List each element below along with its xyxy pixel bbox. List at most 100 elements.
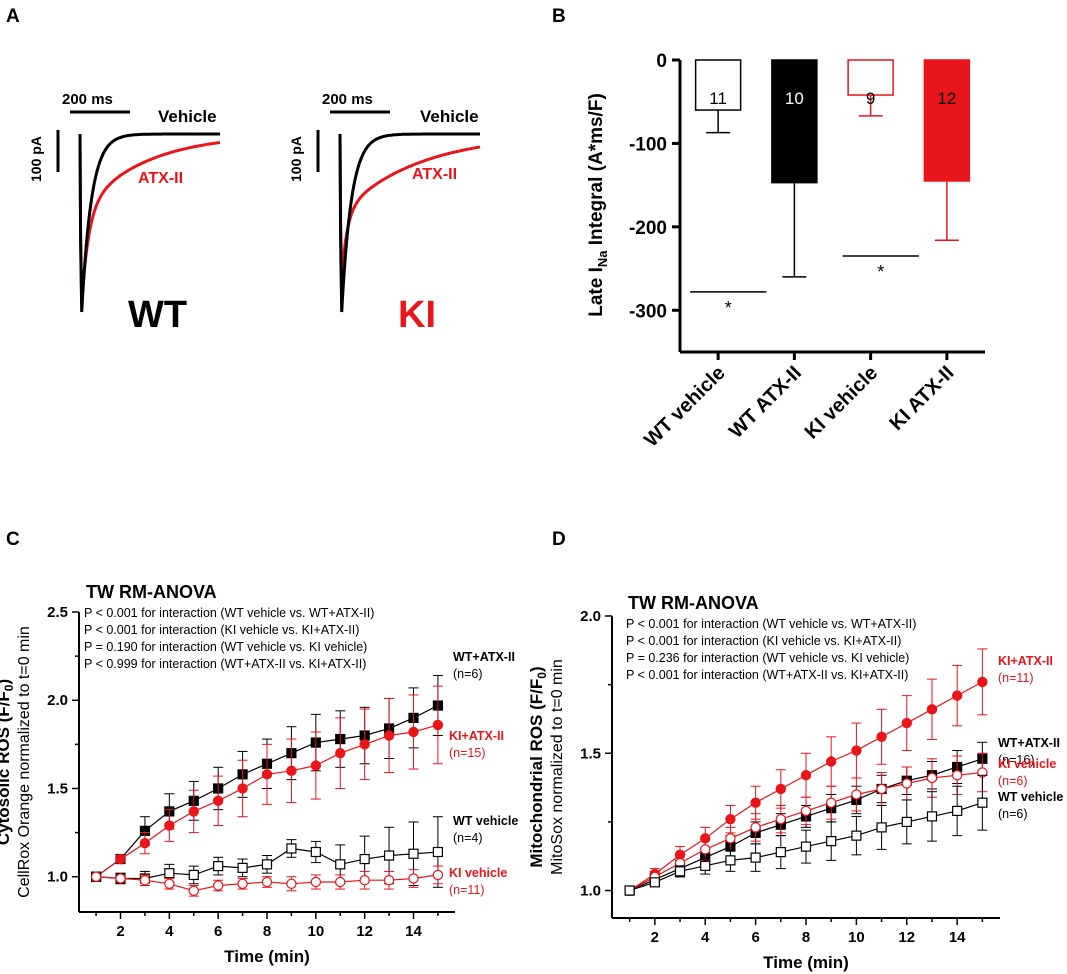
data-point (188, 806, 199, 817)
x-tick-label: 10 (307, 923, 324, 940)
x-tick-label: 4 (701, 929, 710, 946)
x-tick-label: 12 (898, 929, 915, 946)
data-point (851, 789, 862, 800)
y-tick-label: 1.5 (47, 780, 68, 797)
bar (771, 59, 818, 184)
x-tick-label: KI vehicle (801, 362, 883, 444)
data-point (383, 875, 395, 886)
data-point (310, 876, 322, 888)
data-point (825, 797, 837, 808)
data-point (432, 869, 444, 881)
y-axis-label-subscript: 0 (2, 684, 16, 691)
y-tick-label: 2.5 (47, 604, 68, 621)
data-point (800, 841, 812, 852)
legend-n: (n=16) (998, 753, 1034, 767)
bar-chart-y-axis-label: Late INa Integral (A*ms/F) (586, 93, 610, 317)
data-point (725, 855, 736, 866)
x-tick-label: 8 (263, 923, 271, 940)
x-tick-label: 2 (116, 923, 124, 940)
wt-time-scale-label: 200 ms (62, 91, 113, 108)
data-point (750, 852, 761, 863)
x-tick-label: WT vehicle (640, 362, 729, 451)
data-point (977, 797, 988, 808)
legend-n: (n=6) (453, 667, 483, 681)
stats-line: P < 0.001 for interaction (KI vehicle vs… (626, 634, 901, 648)
data-point (139, 837, 151, 849)
y-axis-label-main: Mitochondrial ROS (F/F (527, 679, 546, 868)
panel-d: D 2 4 6 8 10 12 14 1.0 1.5 2.0 Time (min) Mitochond… (527, 529, 1063, 972)
data-point (851, 745, 862, 756)
x-tick-label: 14 (405, 923, 422, 940)
series-wt-atx-ii: WT+ATX-II (n=6) (90, 650, 515, 882)
data-point (876, 783, 887, 795)
y-axis-label-subscript: 0 (535, 672, 549, 679)
data-point (359, 739, 370, 750)
data-point (649, 877, 660, 888)
data-point (335, 876, 346, 888)
data-point (115, 853, 126, 865)
legend-label: WT+ATX-II (998, 736, 1060, 750)
series-ki-vehicle: KI vehicle (n=11) (90, 865, 507, 897)
significance-star: * (877, 262, 884, 282)
panel-a-label: A (6, 6, 20, 27)
series-ki-atx-ii: KI+ATX-II (n=11) (624, 648, 1053, 896)
data-point (286, 765, 297, 777)
data-point (977, 676, 988, 688)
x-tick-label: 4 (165, 923, 174, 940)
data-point (926, 772, 938, 784)
y-tick-label: -100 (629, 134, 667, 155)
data-point (775, 847, 786, 858)
data-point (951, 770, 963, 781)
data-point (725, 833, 736, 844)
bar-n-label: 9 (866, 89, 875, 108)
data-point (310, 760, 322, 771)
legend-n: (n=6) (998, 774, 1028, 788)
data-point (188, 869, 199, 881)
x-tick-label: 10 (848, 929, 865, 946)
data-point (800, 770, 812, 781)
panel-d-label: D (552, 529, 566, 550)
data-point (926, 704, 938, 715)
data-point (261, 859, 273, 870)
legend-n: (n=6) (998, 807, 1028, 821)
stats-title: TW RM-ANOVA (628, 593, 759, 613)
data-point (359, 853, 370, 865)
x-tick-label: 8 (802, 929, 810, 946)
panel-c: C 2 4 6 8 10 12 14 1.0 1.5 2.0 2.5 Time (min) Cytoso… (0, 529, 518, 966)
wt-vehicle-trace (78, 132, 220, 313)
data-point (335, 859, 346, 870)
data-point (213, 861, 224, 872)
y-tick-label: 1.5 (580, 745, 601, 762)
stats-line: P = 0.190 for interaction (WT vehicle vs… (84, 640, 367, 654)
x-tick-label: 12 (356, 923, 373, 940)
x-tick-label: 2 (651, 929, 659, 946)
data-point (951, 690, 963, 701)
data-point (901, 816, 912, 828)
x-tick-label: 6 (751, 929, 759, 946)
y-tick-label: 2.0 (47, 692, 68, 709)
data-point (408, 848, 419, 859)
data-point (775, 783, 787, 795)
series-wt-vehicle: WT vehicle (n=6) (624, 774, 1063, 896)
stats-line: P = 0.236 for interaction (WT vehicle vs… (626, 651, 909, 665)
legend-n: (n=11) (998, 671, 1034, 685)
series-ki-atx-ii: KI+ATX-II (n=15) (90, 685, 504, 882)
stats-line: P < 0.001 for interaction (WT vehicle vs… (84, 606, 374, 620)
data-point (139, 875, 151, 886)
series-wt-atx-ii: WT+ATX-II (n=16) (624, 736, 1060, 896)
ki-time-scale-label: 200 ms (322, 91, 373, 108)
legend-label: KI vehicle (449, 866, 507, 880)
legend-label: WT vehicle (998, 790, 1063, 804)
data-point (826, 836, 837, 847)
y-axis-label-close: ) (0, 679, 13, 685)
bar-n-label: 11 (709, 89, 727, 108)
data-point (237, 878, 248, 889)
data-point (383, 850, 395, 861)
panel-a: A 200 ms 100 pA Vehicle ATX-II WT 200 ms… (6, 6, 481, 336)
data-point (261, 876, 273, 888)
data-point (624, 885, 635, 896)
ki-vehicle-label: Vehicle (420, 107, 479, 126)
data-point (876, 731, 887, 743)
y-tick-label: 2.0 (580, 608, 601, 625)
